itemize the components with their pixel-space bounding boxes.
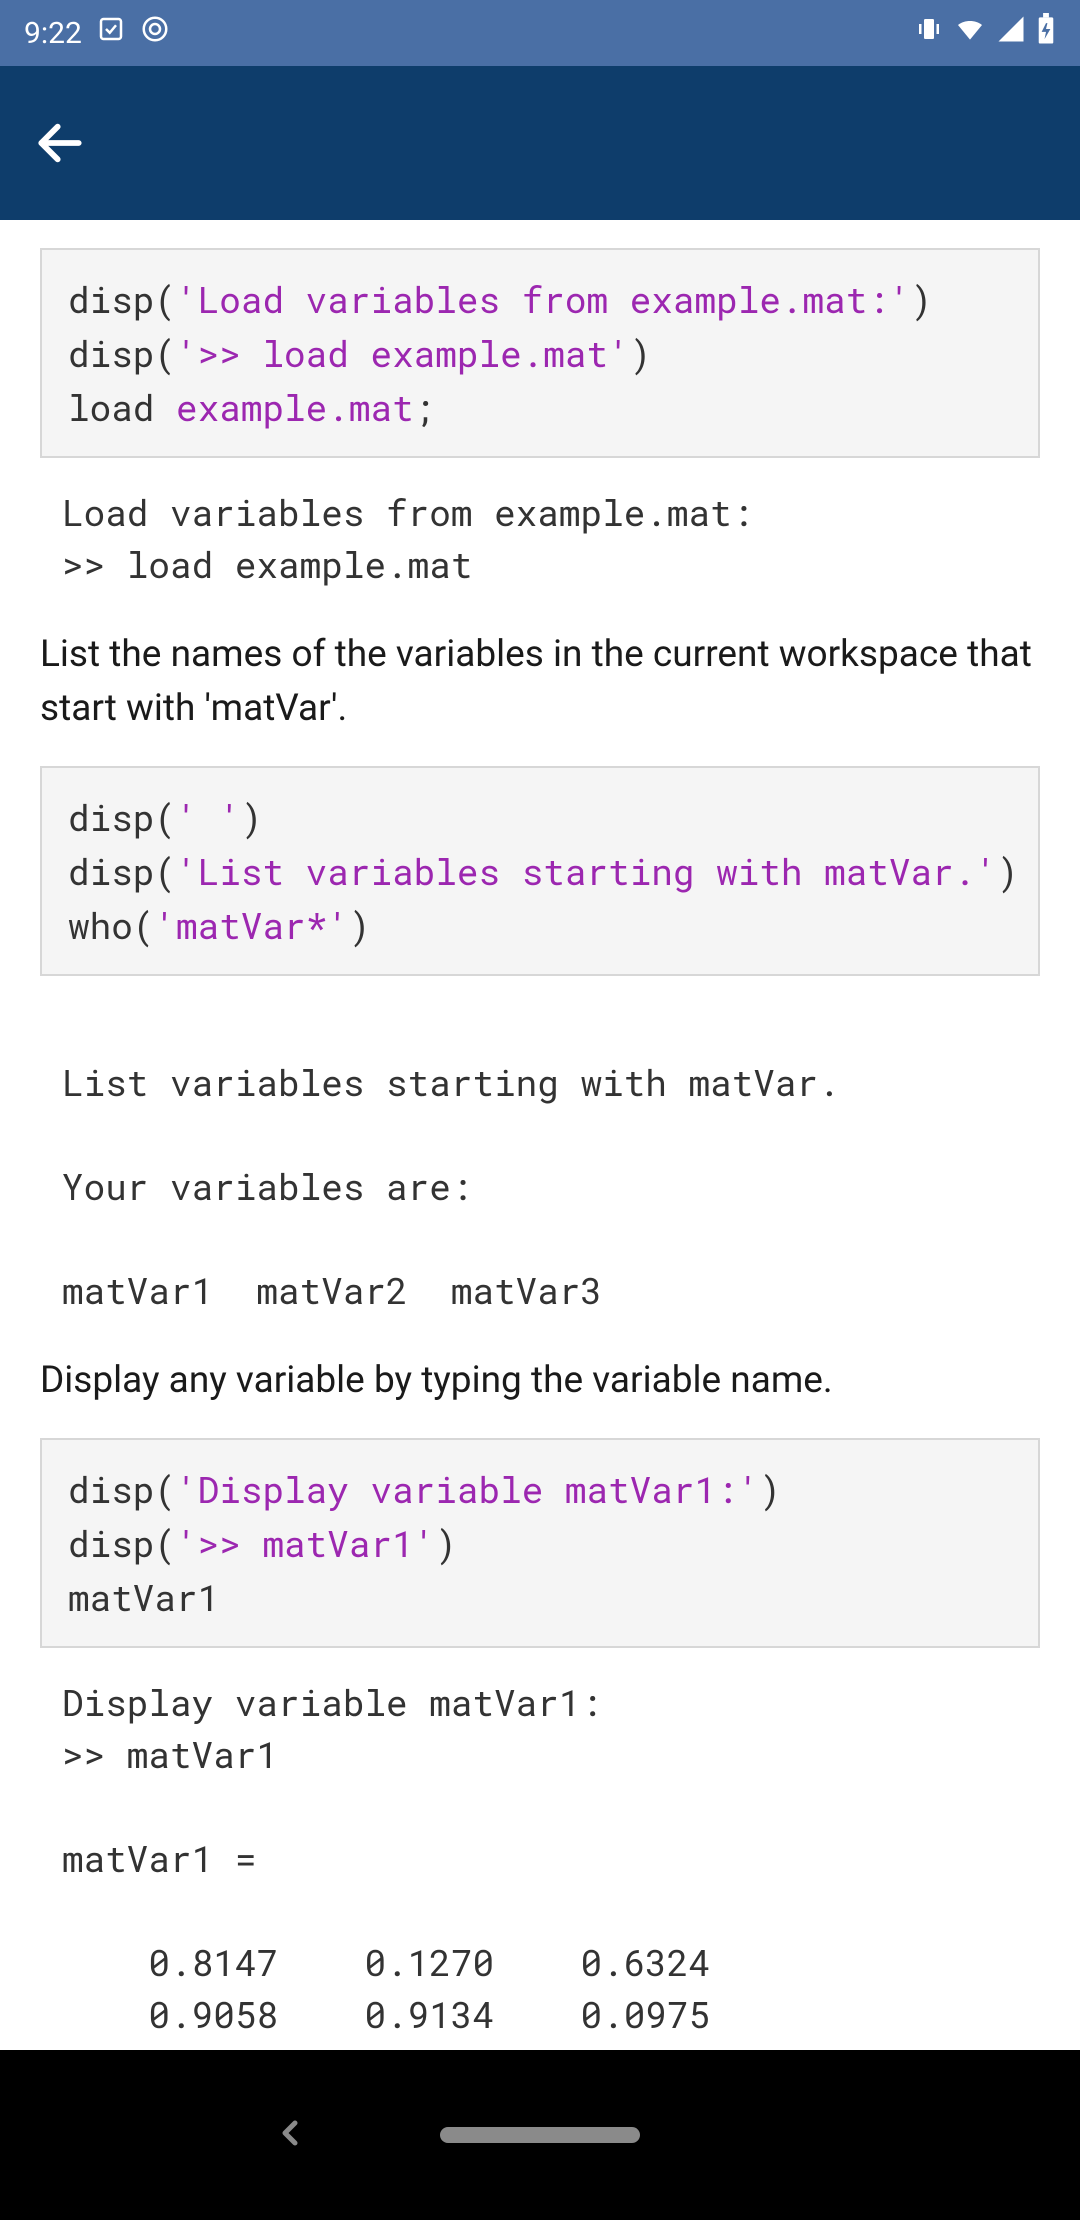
output-block-3: Display variable matVar1: >> matVar1 mat… (40, 1676, 1040, 2050)
code-block-2: disp(' ') disp('List variables starting … (40, 766, 1040, 976)
system-nav-bar (0, 2050, 1080, 2220)
screen: 9:22 disp(' (0, 0, 1080, 2220)
status-time: 9:22 (24, 16, 82, 51)
code-block-3: disp('Display variable matVar1:') disp('… (40, 1438, 1040, 1648)
target-icon (140, 14, 170, 52)
prose-2: Display any variable by typing the varia… (40, 1344, 1040, 1438)
prose-1: List the names of the variables in the c… (40, 618, 1040, 766)
vibrate-icon (914, 14, 944, 52)
status-right (914, 13, 1056, 53)
battery-icon (1036, 13, 1056, 53)
app-bar (0, 66, 1080, 220)
nav-back-button[interactable] (270, 2113, 310, 2157)
status-left: 9:22 (24, 14, 170, 52)
sync-icon (96, 14, 126, 52)
output-block-2: List variables starting with matVar. You… (40, 1004, 1040, 1344)
output-block-1: Load variables from example.mat: >> load… (40, 486, 1040, 618)
back-button[interactable] (24, 107, 96, 179)
code-block-1: disp('Load variables from example.mat:')… (40, 248, 1040, 458)
signal-icon (996, 14, 1026, 52)
wifi-icon (954, 13, 986, 53)
arrow-left-icon (32, 115, 88, 171)
nav-home-pill[interactable] (440, 2127, 640, 2143)
status-bar: 9:22 (0, 0, 1080, 66)
content-area[interactable]: disp('Load variables from example.mat:')… (0, 220, 1080, 2050)
